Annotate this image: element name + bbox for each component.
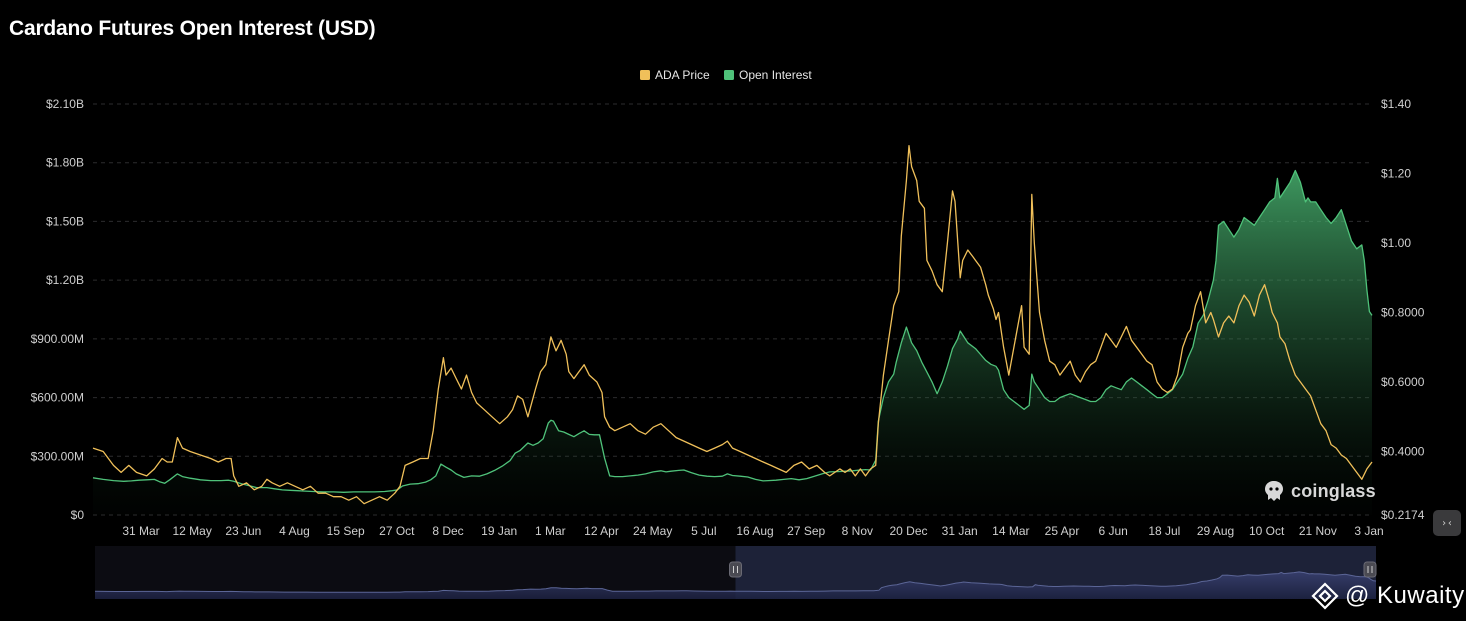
- y-right-tick-label: $0.8000: [1381, 306, 1425, 320]
- x-tick-label: 1 Mar: [535, 524, 566, 538]
- navigator[interactable]: [94, 546, 1377, 599]
- x-tick-label: 31 Mar: [122, 524, 159, 538]
- y-left-tick-label: $900.00M: [31, 332, 84, 346]
- credit-text: @ Kuwaity: [1345, 582, 1465, 609]
- navigator-area: [95, 571, 1376, 599]
- y-left-tick-label: $300.00M: [31, 449, 84, 463]
- navigator-line: [94, 571, 1377, 593]
- y-right-tick-label: $0.4000: [1381, 445, 1425, 459]
- x-tick-label: 6 Jun: [1098, 524, 1127, 538]
- open-interest-line: [92, 169, 1373, 493]
- x-tick-label: 10 Oct: [1249, 524, 1285, 538]
- y-left-tick-label: $2.10B: [46, 97, 84, 111]
- x-tick-label: 8 Dec: [432, 524, 463, 538]
- collapse-button[interactable]: ›‹: [1433, 510, 1461, 536]
- y-left-tick-label: $1.20B: [46, 273, 84, 287]
- y-right-tick-label: $1.20: [1381, 167, 1411, 181]
- watermark-credit: @ Kuwaity: [1311, 581, 1465, 611]
- open-interest-area: [93, 170, 1372, 515]
- chart-title: Cardano Futures Open Interest (USD): [9, 17, 376, 40]
- x-tick-label: 23 Jun: [225, 524, 261, 538]
- x-tick-label: 16 Aug: [736, 524, 773, 538]
- x-tick-label: 18 Jul: [1148, 524, 1180, 538]
- x-tick-label: 27 Sep: [787, 524, 825, 538]
- legend-label: Open Interest: [739, 68, 812, 82]
- y-left-tick-label: $1.50B: [46, 214, 84, 228]
- y-right-tick-label: $0.6000: [1381, 375, 1425, 389]
- x-tick-label: 29 Aug: [1197, 524, 1234, 538]
- x-tick-label: 4 Aug: [279, 524, 310, 538]
- y-left-tick-label: $600.00M: [31, 391, 84, 405]
- binance-square-icon: [1311, 582, 1339, 610]
- navigator-handle-right[interactable]: [1363, 561, 1377, 578]
- x-axis: 31 Mar 12 May 23 Jun 4 Aug 15 Sep 27 Oct 8 Dec…: [122, 524, 1383, 538]
- legend-item-ada-price[interactable]: ADA Price: [640, 68, 710, 82]
- y-left-tick-label: $1.80B: [46, 156, 84, 170]
- x-tick-label: 20 Dec: [889, 524, 927, 538]
- legend-swatch: [640, 70, 650, 80]
- x-tick-label: 14 Mar: [992, 524, 1029, 538]
- x-tick-label: 12 Apr: [584, 524, 619, 538]
- x-tick-label: 27 Oct: [379, 524, 415, 538]
- x-tick-label: 21 Nov: [1299, 524, 1337, 538]
- coinglass-brand: coinglass: [1262, 478, 1376, 504]
- collapse-icon: ›‹: [1440, 517, 1454, 529]
- x-tick-label: 31 Jan: [942, 524, 978, 538]
- y-left-tick-label: $0: [71, 508, 85, 522]
- open-interest-area-fill: [93, 170, 1372, 515]
- legend-label: ADA Price: [655, 68, 710, 82]
- legend-swatch: [724, 70, 734, 80]
- y-axis-left: $0 $300.00M $600.00M $900.00M $1.20B $1.50B $1…: [31, 97, 85, 522]
- handle-grip: [1363, 561, 1377, 578]
- y-right-tick-label: $0.2174: [1381, 508, 1425, 522]
- x-tick-label: 19 Jan: [481, 524, 517, 538]
- y-right-tick-label: $1.40: [1381, 97, 1411, 111]
- ada-price-line: [92, 145, 1373, 505]
- y-axis-right: $0.2174 $0.4000 $0.6000 $0.8000 $1.00 $1.20 $1…: [1381, 97, 1425, 522]
- x-tick-label: 5 Jul: [691, 524, 716, 538]
- x-tick-label: 24 May: [633, 524, 672, 538]
- legend-item-open-interest[interactable]: Open Interest: [724, 68, 812, 82]
- handle-grip: [729, 561, 742, 578]
- x-tick-label: 3 Jan: [1354, 524, 1383, 538]
- y-right-tick-label: $1.00: [1381, 236, 1411, 250]
- x-tick-label: 8 Nov: [842, 524, 873, 538]
- series-lines: [92, 145, 1373, 505]
- x-tick-label: 15 Sep: [327, 524, 365, 538]
- coinglass-logo-icon: [1265, 481, 1283, 501]
- brand-name: coinglass: [1291, 480, 1376, 501]
- x-tick-label: 25 Apr: [1045, 524, 1080, 538]
- x-tick-label: 12 May: [172, 524, 211, 538]
- legend[interactable]: ADA Price Open Interest: [640, 68, 812, 82]
- navigator-handle-left[interactable]: [729, 561, 742, 578]
